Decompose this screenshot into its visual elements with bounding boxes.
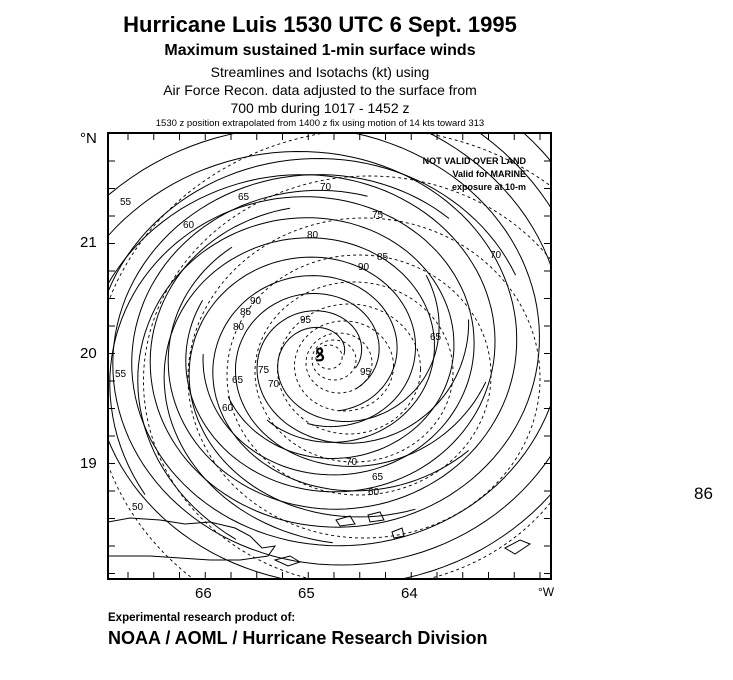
isotach-label: 70 <box>490 250 502 261</box>
streamline <box>108 150 518 510</box>
isotach-label: 65 <box>238 192 250 203</box>
isotach-label: 75 <box>372 210 384 221</box>
isotach-label: 60 <box>368 487 380 498</box>
lon-label-66: 66 <box>195 585 212 602</box>
streamlines <box>108 133 551 579</box>
warning-line-1: NOT VALID OVER LAND <box>423 156 527 166</box>
isotach-label: 65 <box>430 332 442 343</box>
streamline <box>108 133 551 579</box>
isotach <box>311 339 357 381</box>
subtitle-line-2: Streamlines and Isotachs (kt) using <box>210 64 430 80</box>
island <box>335 515 356 527</box>
streamline <box>108 133 540 528</box>
lon-label-65: 65 <box>298 585 315 602</box>
lat-label-19: 19 <box>80 455 97 472</box>
isotachs <box>108 133 551 579</box>
isotach-label: 85 <box>377 252 389 263</box>
isotach-label: 80 <box>307 230 319 241</box>
streamline <box>188 256 417 518</box>
position-note: 1530 z position extrapolated from 1400 z… <box>155 118 485 129</box>
streamline <box>163 237 435 544</box>
island <box>503 539 532 555</box>
isotach-label: 85 <box>240 307 252 318</box>
isotach-label: 95 <box>360 367 372 378</box>
chart-title: Hurricane Luis 1530 UTC 6 Sept. 1995 <box>123 12 517 37</box>
streamline <box>109 196 475 495</box>
side-number: 86 <box>694 484 713 503</box>
puerto-rico-coast <box>108 517 277 561</box>
island <box>367 511 385 523</box>
warning-line-3: exposure at 10-m <box>452 182 526 192</box>
isotach-label: 90 <box>358 262 370 273</box>
streamline <box>277 274 440 422</box>
isotach <box>305 332 373 394</box>
subtitle-line-4: 700 mb during 1017 - 1452 z <box>230 100 410 116</box>
organization-label: NOAA / AOML / Hurricane Research Divisio… <box>108 628 488 648</box>
lon-label-64: 64 <box>401 585 418 602</box>
isotach-label: 55 <box>115 369 127 380</box>
subtitle-line-3: Air Force Recon. data adjusted to the su… <box>163 82 477 98</box>
subtitle: Maximum sustained 1-min surface winds <box>164 42 476 59</box>
streamline <box>256 310 470 444</box>
tick-marks <box>108 133 551 579</box>
isotach-label: 55 <box>120 197 132 208</box>
isotach-label: 90 <box>250 296 262 307</box>
warning-line-2: Valid for MARINE <box>452 169 526 179</box>
isotach-label: 50 <box>132 502 144 513</box>
lat-label-21: 21 <box>80 234 97 251</box>
isotach-label: 70 <box>268 379 280 390</box>
isotach <box>294 320 394 412</box>
isotach-label: 65 <box>372 472 384 483</box>
isotach <box>187 217 541 539</box>
isotach <box>277 303 421 435</box>
streamline <box>112 133 551 566</box>
isotach-label: 60 <box>222 403 234 414</box>
isotach <box>226 254 492 496</box>
hurricane-symbol-icon: ꝸ <box>315 345 324 365</box>
isotach <box>315 344 343 370</box>
lon-unit-label: °W <box>538 585 555 599</box>
isotach-label: 60 <box>183 220 195 231</box>
coastlines <box>108 511 532 567</box>
isotach-label: 95 <box>300 315 312 326</box>
experimental-label: Experimental research product of: <box>108 612 296 624</box>
lat-label-20: 20 <box>80 345 97 362</box>
isotach <box>143 175 551 579</box>
isotach-label: 65 <box>232 375 244 386</box>
streamline <box>137 217 455 540</box>
streamline <box>131 133 551 547</box>
isotach-label: 75 <box>258 365 270 376</box>
streamline <box>108 174 496 493</box>
island <box>391 527 405 539</box>
isotach-label: 70 <box>346 457 358 468</box>
lat-unit-label: °N <box>80 130 97 147</box>
isotach <box>254 281 454 463</box>
map-frame <box>107 132 552 580</box>
isotach-label: 80 <box>233 322 245 333</box>
isotach-label: 70 <box>320 182 332 193</box>
streamline <box>235 293 487 467</box>
